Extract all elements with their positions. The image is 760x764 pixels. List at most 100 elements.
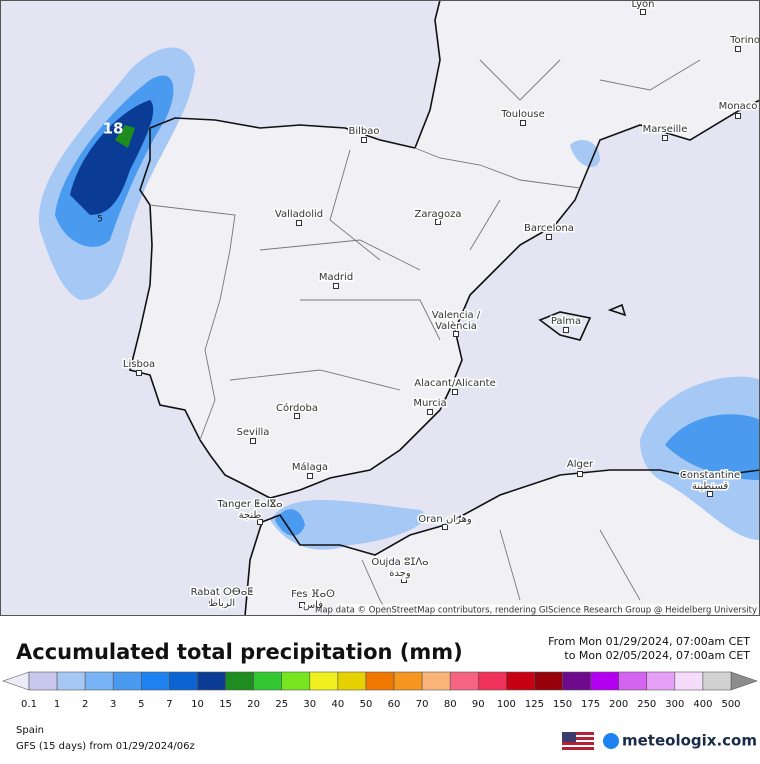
city-marker [296, 220, 302, 226]
legend-label: 10 [191, 699, 204, 710]
city-marker [735, 46, 741, 52]
city-marker [520, 120, 526, 126]
city-marker [250, 438, 256, 444]
legend-label: 90 [472, 699, 485, 710]
city-label: Sevilla [237, 427, 270, 438]
city-label: Zaragoza [414, 209, 461, 220]
city-label: Madrid [319, 272, 353, 283]
legend-swatch [28, 671, 58, 691]
legend-swatch [590, 671, 619, 691]
city-marker [307, 473, 313, 479]
legend-swatch [309, 671, 339, 691]
city-marker [577, 471, 583, 477]
map: 18 5 Lyon Torino Monaco Toulouse Marseille Bi… [0, 0, 760, 617]
legend-label: 5 [138, 699, 144, 710]
legend-swatch [337, 671, 367, 691]
city-marker [707, 491, 713, 497]
city-label: Rabat ⵔⴱⴰⵟ [191, 587, 254, 598]
legend-swatch [421, 671, 451, 691]
title: Accumulated total precipitation (mm) [16, 640, 463, 664]
city-label: Murcia [413, 398, 446, 409]
legend-swatch [84, 671, 114, 691]
contour-label: 5 [97, 215, 103, 225]
legend-label: 80 [444, 699, 457, 710]
city-label: Lyon [631, 0, 654, 10]
city-label: Palma [551, 316, 581, 327]
legend-label: 100 [497, 699, 516, 710]
legend-label: 20 [247, 699, 260, 710]
legend-label: 200 [609, 699, 628, 710]
city-marker [563, 327, 569, 333]
city-marker [333, 283, 339, 289]
city-label: Alger [567, 459, 594, 470]
legend-label: 500 [721, 699, 740, 710]
city-label: Toulouse [500, 109, 544, 120]
city-label: Alacant/Alicante [414, 378, 495, 389]
city-labels: Lyon Torino Monaco Toulouse Marseille Bilbao V… [121, 0, 760, 613]
city-label: Tanger ⵟⴰⵏⴵⴰ [216, 499, 282, 510]
city-marker [294, 413, 300, 419]
legend-swatch [646, 671, 676, 691]
legend: 0.1 1 2 3 5 7 10 15 20 25 30 40 50 60 70 80 90 100 125 150 1… [2, 671, 758, 710]
logo-icon [603, 733, 619, 749]
legend-swatch [477, 671, 507, 691]
legend-label: 70 [416, 699, 429, 710]
city-label: Constantine [680, 470, 740, 481]
city-label: Torino [729, 35, 760, 46]
legend-label: 15 [219, 699, 232, 710]
legend-label: 7 [166, 699, 172, 710]
legend-swatch [197, 671, 226, 691]
legend-over [730, 671, 758, 691]
city-label: طنجة [239, 510, 262, 521]
legend-label: 300 [665, 699, 684, 710]
city-label: الرباط [209, 598, 235, 609]
legend-label: 1 [54, 699, 60, 710]
legend-swatch [534, 671, 563, 691]
city-marker [442, 524, 448, 530]
legend-swatch [141, 671, 170, 691]
legend-swatch [169, 671, 198, 691]
city-marker [427, 409, 433, 415]
legend-swatch [506, 671, 535, 691]
legend-swatch [393, 671, 423, 691]
legend-label: 125 [525, 699, 544, 710]
city-label: Barcelona [524, 223, 574, 234]
city-label: وجدة [389, 568, 411, 579]
legend-swatch [562, 671, 591, 691]
city-marker [640, 9, 646, 15]
city-label: Valladolid [275, 209, 323, 220]
legend-label: 250 [637, 699, 656, 710]
city-marker [136, 370, 142, 376]
period-from: From Mon 01/29/2024, 07:00am CET [548, 635, 750, 648]
city-label: Oran وهران [418, 514, 472, 525]
city-label: Bilbao [348, 126, 379, 137]
legend-label: 2 [82, 699, 88, 710]
legend-label: 50 [360, 699, 373, 710]
city-label: Marseille [643, 124, 688, 135]
legend-label: 0.1 [21, 699, 37, 710]
city-marker [452, 389, 458, 395]
city-label: Fes ⴼⴰⵙ [291, 589, 335, 600]
legend-swatch [253, 671, 283, 691]
city-marker [361, 137, 367, 143]
legend-swatch [365, 671, 395, 691]
city-marker [453, 331, 459, 337]
city-label: فاس [303, 600, 323, 611]
contour-label: 18 [103, 120, 124, 138]
region: Spain [16, 725, 44, 736]
legend-swatch [225, 671, 254, 691]
legend-swatch [618, 671, 648, 691]
legend-swatch [702, 671, 732, 691]
city-marker [257, 519, 263, 525]
legend-label: 60 [388, 699, 401, 710]
city-label: Oujda ⵓⵊⴷⴰ [371, 557, 428, 568]
city-label: قسنطينة [692, 481, 729, 492]
legend-label: 25 [275, 699, 288, 710]
legend-swatch [56, 671, 86, 691]
period-to: to Mon 02/05/2024, 07:00am CET [564, 649, 750, 662]
brand[interactable]: meteologix.com [622, 732, 757, 750]
city-label: Córdoba [276, 402, 318, 414]
city-marker [209, 601, 215, 607]
city-label: Monaco [719, 101, 758, 112]
